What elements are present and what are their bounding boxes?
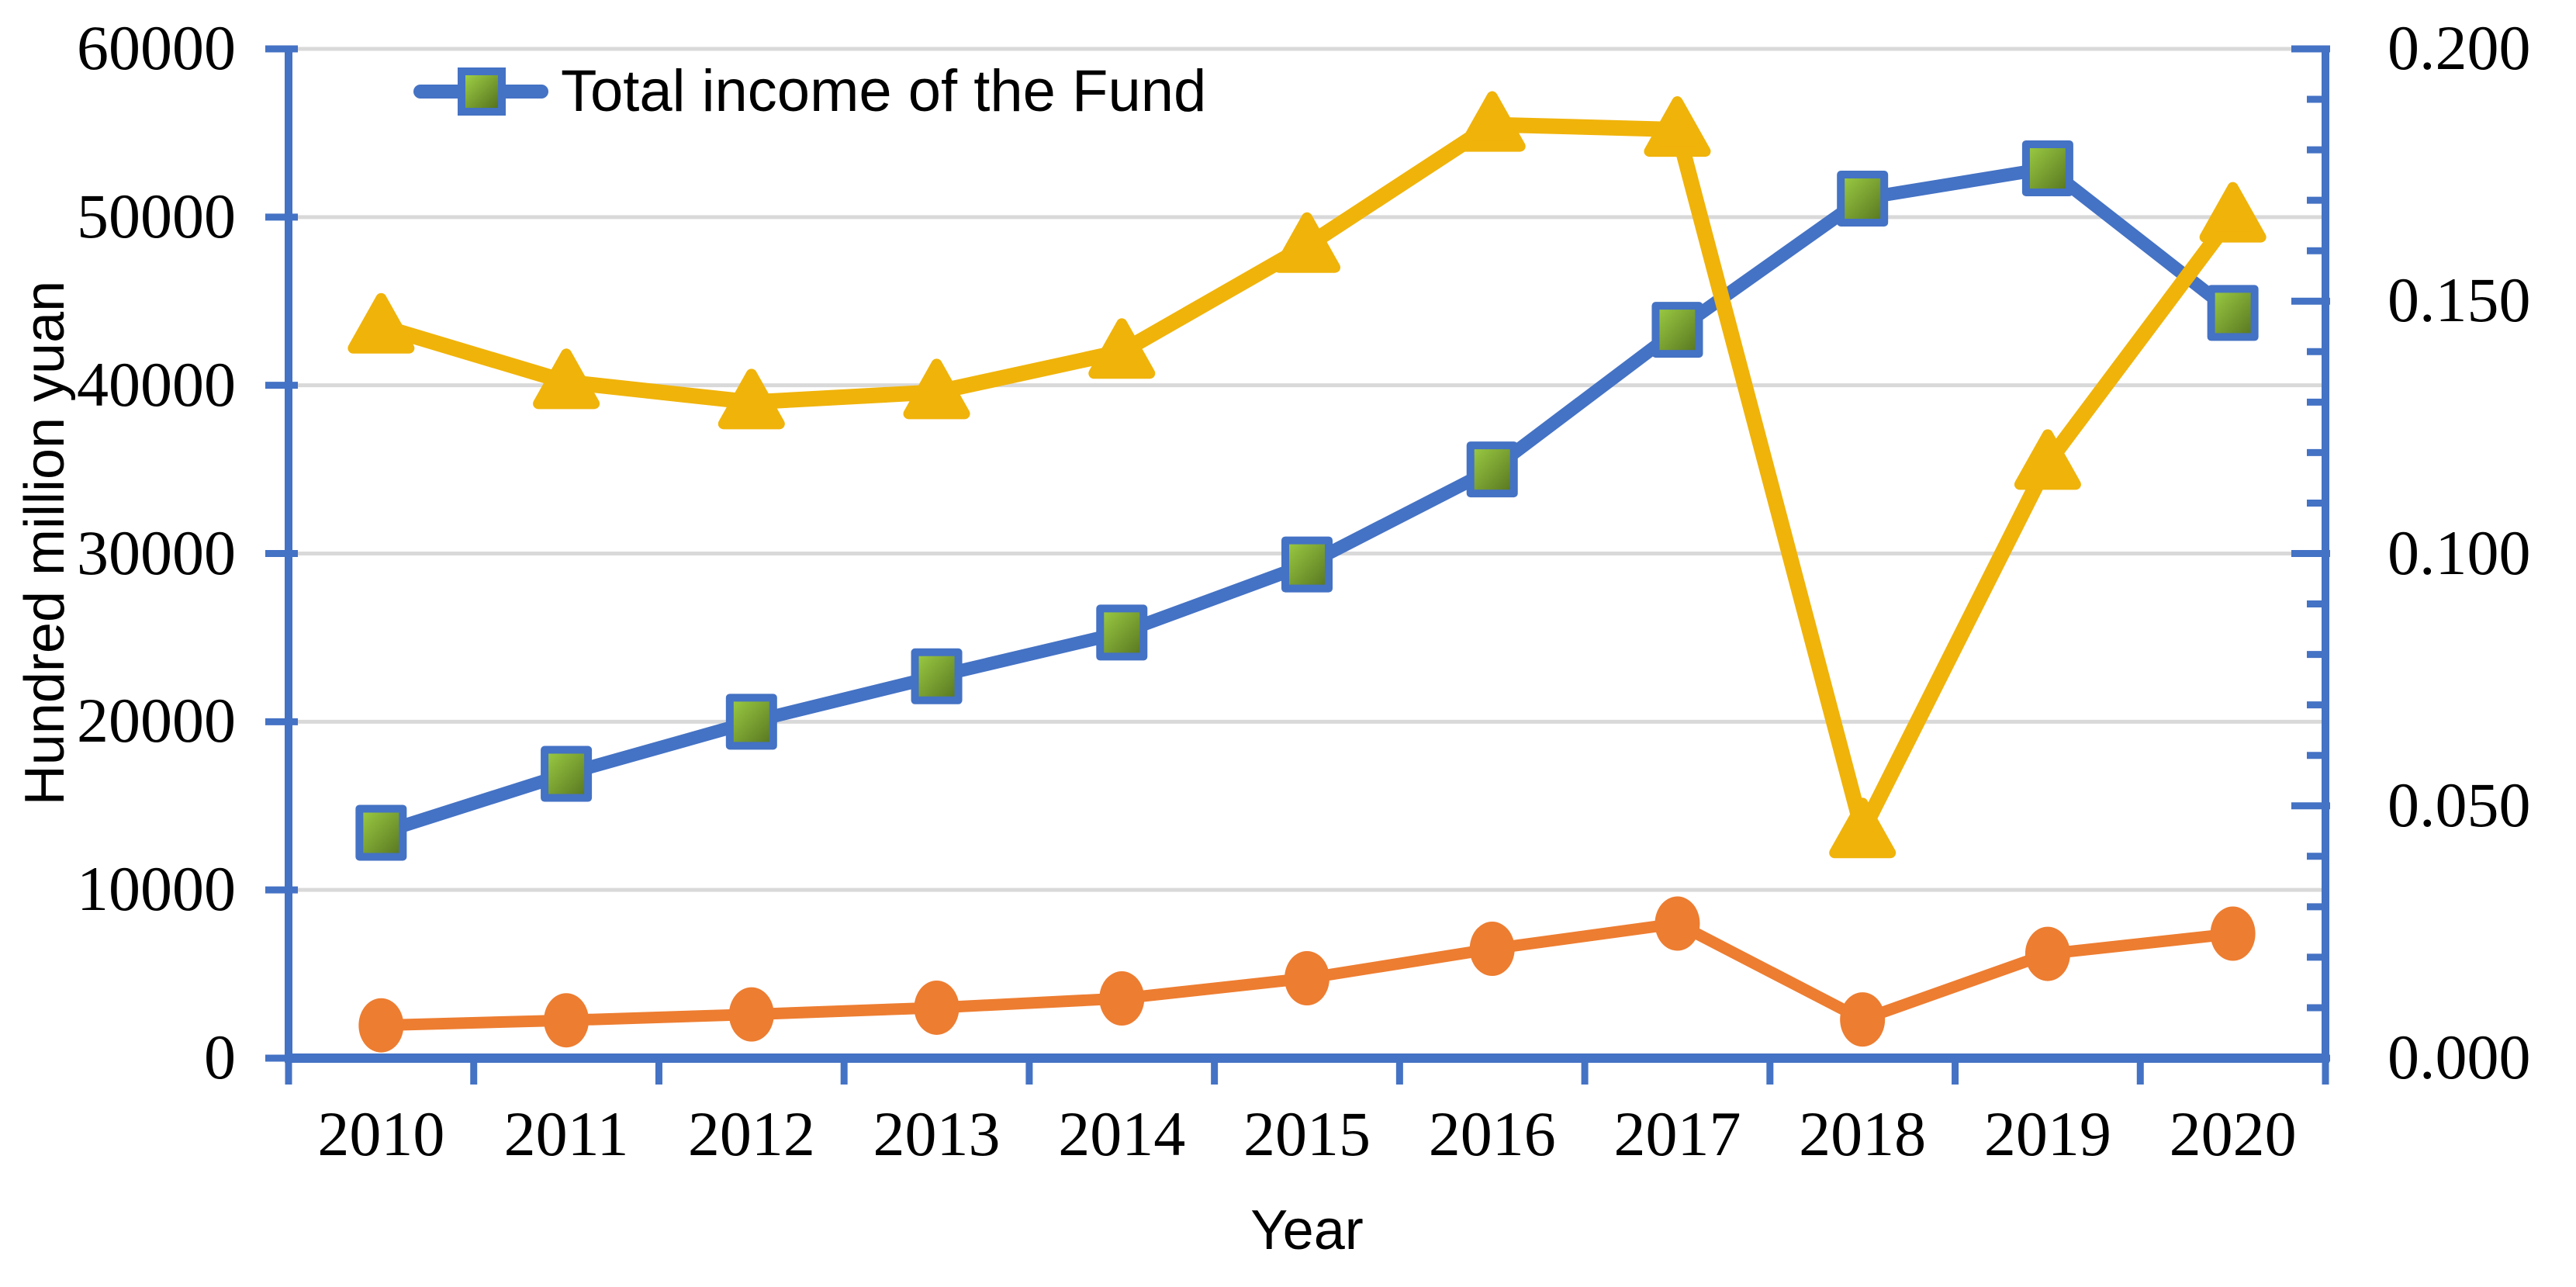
y-left-tick-label: 50000 <box>77 180 236 251</box>
y-left-tick-label: 30000 <box>77 517 236 588</box>
data-series <box>348 91 2267 1053</box>
marker-circle <box>2210 906 2256 961</box>
legend-square-marker-icon <box>458 67 506 116</box>
marker-square <box>725 694 777 750</box>
marker-square <box>1281 536 1333 593</box>
x-tick-label: 2011 <box>503 1098 629 1169</box>
marker-square <box>541 746 593 802</box>
x-tick-label: 2018 <box>1799 1098 1927 1169</box>
marker-triangle <box>2014 429 2081 490</box>
axes <box>265 45 2330 1085</box>
marker-circle <box>358 998 404 1053</box>
marker-triangle <box>348 292 415 354</box>
marker-square <box>1837 170 1889 227</box>
marker-circle <box>1285 951 1329 1006</box>
marker-triangle <box>903 358 970 420</box>
marker-circle <box>1469 922 1515 977</box>
marker-circle <box>1099 971 1145 1026</box>
marker-triangle <box>1274 212 1340 273</box>
marker-triangle <box>1088 318 1156 379</box>
x-tick-label: 2014 <box>1058 1098 1186 1169</box>
x-axis-title: Year <box>1250 1199 1364 1261</box>
marker-triangle <box>1458 91 1526 152</box>
x-tick-label: 2013 <box>873 1098 1001 1169</box>
y-left-tick-label: 0 <box>204 1022 236 1092</box>
y-right-tick-label: 0.150 <box>2388 265 2531 336</box>
marker-triangle <box>2199 182 2267 243</box>
marker-triangle <box>1829 797 1897 859</box>
x-tick-label: 2017 <box>1613 1098 1741 1169</box>
marker-square <box>911 648 963 704</box>
marker-triangle <box>533 348 600 410</box>
y-left-tick-label: 10000 <box>77 853 236 925</box>
marker-circle <box>544 993 590 1048</box>
marker-square <box>2207 285 2259 341</box>
marker-square <box>1096 604 1148 661</box>
x-tick-label: 2010 <box>317 1098 445 1169</box>
marker-square <box>1651 302 1703 358</box>
x-tick-label: 2020 <box>2169 1098 2297 1169</box>
marker-square <box>355 804 407 861</box>
y-left-tick-label: 20000 <box>77 685 236 756</box>
x-tick-label: 2019 <box>1983 1098 2111 1169</box>
marker-circle <box>1655 896 1700 951</box>
y-right-tick-label: 0.050 <box>2388 769 2531 840</box>
y-left-tick-label: 60000 <box>77 12 236 83</box>
marker-circle <box>728 987 774 1042</box>
marker-circle <box>1840 992 1886 1047</box>
marker-square <box>1466 441 1518 498</box>
marker-triangle <box>717 368 785 430</box>
y-right-tick-label: 0.100 <box>2388 517 2531 588</box>
marker-square <box>2021 140 2073 196</box>
x-tick-label: 2012 <box>687 1098 815 1169</box>
y-left-tick-label: 40000 <box>77 348 236 420</box>
y-right-tick-label: 0.200 <box>2388 12 2531 83</box>
x-tick-label: 2015 <box>1243 1098 1371 1169</box>
marker-circle <box>2024 926 2070 981</box>
y-right-tick-label: 0.000 <box>2388 1022 2531 1092</box>
x-tick-label: 2016 <box>1428 1098 1556 1169</box>
legend-label: Total income of the Fund <box>561 58 1207 124</box>
marker-triangle <box>1644 96 1711 157</box>
marker-circle <box>914 980 960 1035</box>
